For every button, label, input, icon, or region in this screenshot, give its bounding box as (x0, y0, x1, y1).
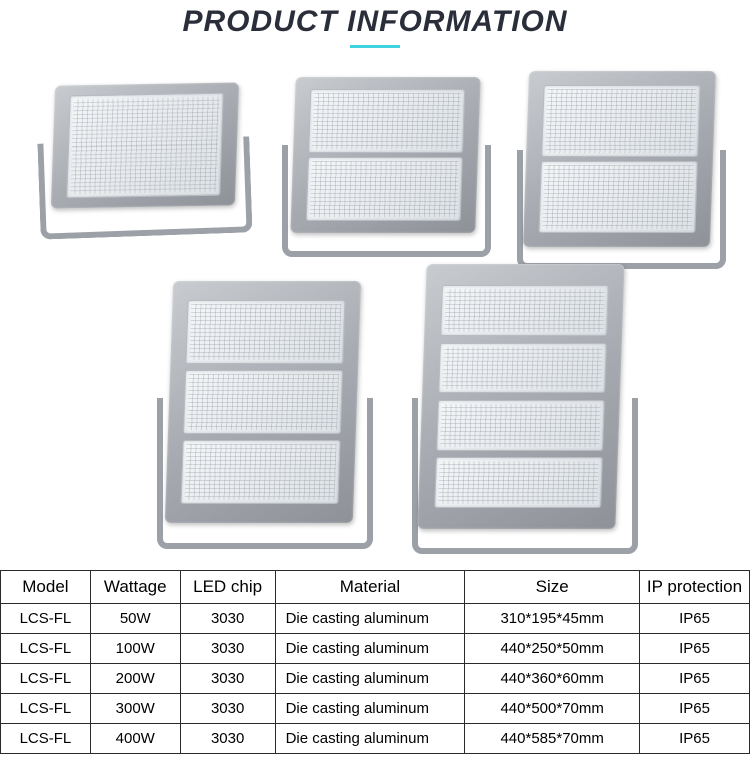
table-cell: Die casting aluminum (275, 604, 465, 634)
product-image-200w (510, 60, 735, 275)
led-panel (438, 343, 606, 394)
table-cell: 3030 (180, 724, 275, 754)
col-header-ledchip: LED chip (180, 571, 275, 604)
table-cell: 3030 (180, 604, 275, 634)
table-cell: IP65 (639, 694, 749, 724)
table-cell: LCS-FL (1, 664, 91, 694)
fixture-body (165, 281, 361, 523)
fixture-body (523, 71, 716, 247)
col-header-material: Material (275, 571, 465, 604)
col-header-model: Model (1, 571, 91, 604)
title-underline (350, 45, 400, 48)
table-row: LCS-FL300W3030Die casting aluminum440*50… (1, 694, 750, 724)
led-panel (183, 371, 343, 435)
led-panel (436, 400, 604, 451)
table-row: LCS-FL200W3030Die casting aluminum440*36… (1, 664, 750, 694)
table-cell: 3030 (180, 634, 275, 664)
led-panel (434, 458, 602, 509)
table-row: LCS-FL400W3030Die casting aluminum440*58… (1, 724, 750, 754)
table-cell: 3030 (180, 694, 275, 724)
fixture-body (51, 82, 239, 208)
led-panel (440, 285, 608, 336)
table-cell: 300W (90, 694, 180, 724)
page-title: PRODUCT INFORMATION (182, 5, 567, 39)
table-row: LCS-FL50W3030Die casting aluminum310*195… (1, 604, 750, 634)
table-cell: LCS-FL (1, 604, 91, 634)
table-cell: 400W (90, 724, 180, 754)
col-header-wattage: Wattage (90, 571, 180, 604)
table-cell: 440*500*70mm (465, 694, 640, 724)
table-cell: 440*360*60mm (465, 664, 640, 694)
spec-table: Model Wattage LED chip Material Size IP … (0, 570, 750, 754)
table-cell: LCS-FL (1, 694, 91, 724)
table-cell: LCS-FL (1, 634, 91, 664)
led-panel (66, 92, 224, 198)
table-cell: Die casting aluminum (275, 634, 465, 664)
table-cell: 100W (90, 634, 180, 664)
table-cell: IP65 (639, 604, 749, 634)
table-cell: 200W (90, 664, 180, 694)
table-cell: 3030 (180, 664, 275, 694)
led-panel (308, 89, 465, 153)
header: PRODUCT INFORMATION (0, 0, 750, 50)
table-cell: Die casting aluminum (275, 664, 465, 694)
table-cell: 310*195*45mm (465, 604, 640, 634)
led-panel (305, 157, 462, 221)
table-cell: IP65 (639, 724, 749, 754)
table-cell: 50W (90, 604, 180, 634)
led-panel (538, 161, 697, 233)
table-cell: IP65 (639, 664, 749, 694)
table-body: LCS-FL50W3030Die casting aluminum310*195… (1, 604, 750, 754)
led-panel (541, 85, 700, 157)
col-header-ip: IP protection (639, 571, 749, 604)
led-panel (180, 440, 340, 504)
table-cell: Die casting aluminum (275, 694, 465, 724)
table-row: LCS-FL100W3030Die casting aluminum440*25… (1, 634, 750, 664)
fixture-body (290, 77, 480, 233)
table-cell: 440*585*70mm (465, 724, 640, 754)
product-image-300w (150, 270, 385, 555)
table-cell: Die casting aluminum (275, 724, 465, 754)
product-image-50w (30, 70, 260, 245)
table-cell: IP65 (639, 634, 749, 664)
product-gallery (0, 50, 750, 570)
product-image-400w (405, 255, 650, 560)
table-header-row: Model Wattage LED chip Material Size IP … (1, 571, 750, 604)
product-image-100w (275, 65, 500, 265)
table-cell: LCS-FL (1, 724, 91, 754)
col-header-size: Size (465, 571, 640, 604)
table-cell: 440*250*50mm (465, 634, 640, 664)
led-panel (185, 301, 345, 365)
fixture-body (418, 264, 626, 529)
